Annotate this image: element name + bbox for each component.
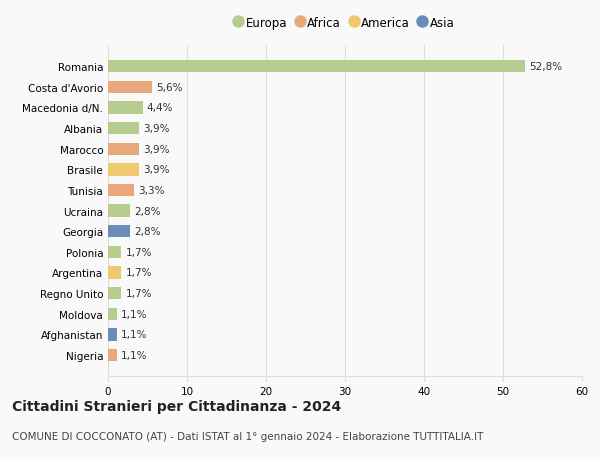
Text: 2,8%: 2,8% xyxy=(134,227,161,237)
Bar xyxy=(108,123,139,135)
Bar xyxy=(108,267,121,279)
Bar xyxy=(108,185,134,197)
Bar xyxy=(108,82,152,94)
Bar xyxy=(108,164,139,176)
Bar xyxy=(108,205,130,217)
Text: 3,3%: 3,3% xyxy=(138,185,164,196)
Bar xyxy=(108,308,116,320)
Text: 52,8%: 52,8% xyxy=(529,62,562,72)
Bar xyxy=(108,349,116,361)
Text: 2,8%: 2,8% xyxy=(134,206,161,216)
Text: 1,7%: 1,7% xyxy=(125,288,152,298)
Text: 4,4%: 4,4% xyxy=(147,103,173,113)
Text: 3,9%: 3,9% xyxy=(143,165,169,175)
Text: 3,9%: 3,9% xyxy=(143,145,169,154)
Bar xyxy=(108,61,525,73)
Text: 1,7%: 1,7% xyxy=(125,247,152,257)
Text: 5,6%: 5,6% xyxy=(156,83,182,93)
Legend: Europa, Africa, America, Asia: Europa, Africa, America, Asia xyxy=(230,12,460,34)
Bar xyxy=(108,329,116,341)
Text: 1,1%: 1,1% xyxy=(121,350,147,360)
Text: COMUNE DI COCCONATO (AT) - Dati ISTAT al 1° gennaio 2024 - Elaborazione TUTTITAL: COMUNE DI COCCONATO (AT) - Dati ISTAT al… xyxy=(12,431,484,442)
Text: 1,1%: 1,1% xyxy=(121,330,147,340)
Bar xyxy=(108,246,121,258)
Bar xyxy=(108,102,143,114)
Bar xyxy=(108,225,130,238)
Text: 1,1%: 1,1% xyxy=(121,309,147,319)
Text: Cittadini Stranieri per Cittadinanza - 2024: Cittadini Stranieri per Cittadinanza - 2… xyxy=(12,399,341,413)
Text: 1,7%: 1,7% xyxy=(125,268,152,278)
Bar xyxy=(108,143,139,156)
Bar xyxy=(108,287,121,300)
Text: 3,9%: 3,9% xyxy=(143,124,169,134)
